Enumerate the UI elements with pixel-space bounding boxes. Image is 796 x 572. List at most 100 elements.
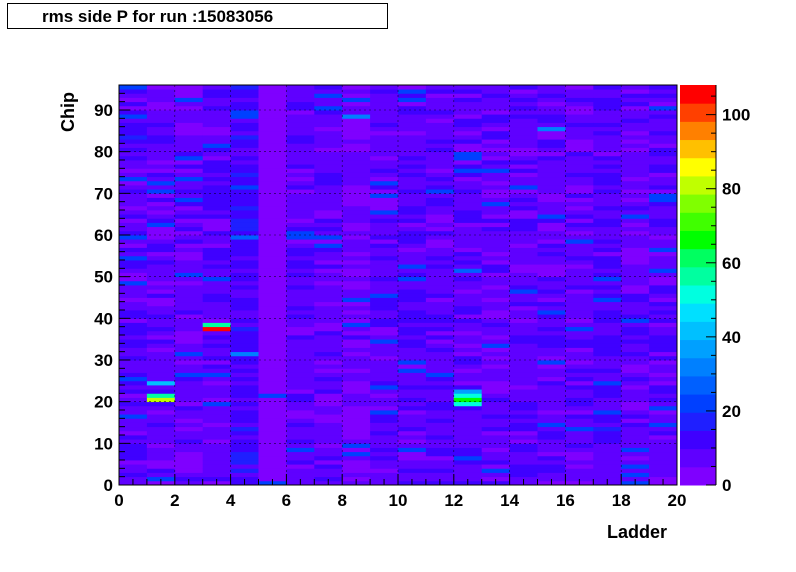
heatmap-cell bbox=[425, 230, 455, 236]
heatmap-cell bbox=[202, 397, 231, 403]
heatmap-cell bbox=[342, 414, 371, 419]
heatmap-cell bbox=[146, 85, 176, 90]
heatmap-cell bbox=[146, 255, 176, 261]
heatmap-cell bbox=[649, 430, 678, 436]
heatmap-cell bbox=[649, 305, 678, 311]
heatmap-cell bbox=[202, 468, 231, 473]
heatmap-cell bbox=[481, 401, 510, 407]
heatmap-cell bbox=[621, 351, 650, 357]
heatmap-cell bbox=[621, 201, 650, 207]
palette-swatch bbox=[680, 139, 716, 159]
heatmap-cell bbox=[342, 201, 371, 207]
heatmap-cell bbox=[174, 226, 204, 232]
heatmap-cell bbox=[593, 451, 622, 457]
heatmap-cell bbox=[174, 130, 204, 136]
heatmap-cell bbox=[119, 197, 148, 203]
heatmap-cell bbox=[621, 139, 650, 144]
heatmap-cell bbox=[258, 414, 287, 419]
heatmap-cell bbox=[258, 272, 287, 278]
heatmap-cell bbox=[370, 218, 399, 223]
heatmap-cell bbox=[174, 347, 204, 353]
heatmap-cell bbox=[509, 343, 538, 348]
heatmap-cell bbox=[593, 276, 622, 282]
heatmap-cell bbox=[119, 164, 148, 169]
heatmap-cell bbox=[230, 193, 259, 198]
heatmap-cell bbox=[314, 168, 343, 173]
heatmap-cell bbox=[314, 464, 343, 469]
heatmap-cell bbox=[314, 314, 343, 319]
heatmap-cell bbox=[119, 435, 148, 440]
heatmap-cell bbox=[230, 451, 259, 457]
heatmap-cell bbox=[453, 326, 483, 332]
heatmap-cell bbox=[537, 164, 566, 169]
heatmap-cell bbox=[286, 422, 315, 428]
heatmap-cell bbox=[565, 476, 594, 482]
heatmap-cell bbox=[509, 118, 538, 123]
heatmap-cell bbox=[258, 289, 287, 294]
heatmap-cell bbox=[370, 464, 399, 469]
heatmap-cell bbox=[453, 468, 483, 473]
heatmap-cell bbox=[537, 368, 566, 373]
palette-swatch bbox=[680, 448, 716, 468]
heatmap-cell bbox=[314, 214, 343, 219]
heatmap-cell bbox=[342, 151, 371, 157]
heatmap-cell bbox=[342, 430, 371, 436]
heatmap-cell bbox=[453, 168, 483, 173]
heatmap-cell bbox=[398, 414, 427, 419]
palette-swatch bbox=[680, 412, 716, 431]
heatmap-cell bbox=[537, 85, 566, 90]
heatmap-cell bbox=[314, 93, 343, 98]
heatmap-cell bbox=[565, 147, 594, 153]
heatmap-cell bbox=[119, 172, 148, 178]
heatmap-cell bbox=[314, 455, 343, 461]
heatmap-cell bbox=[258, 397, 287, 403]
heatmap-cell bbox=[230, 139, 259, 144]
heatmap-cell bbox=[286, 376, 315, 382]
heatmap-cell bbox=[119, 285, 148, 290]
heatmap-cell bbox=[119, 222, 148, 228]
heatmap-cell bbox=[370, 476, 399, 482]
heatmap-cell bbox=[146, 435, 176, 440]
heatmap-cell bbox=[146, 135, 176, 140]
heatmap-cell bbox=[286, 193, 315, 198]
heatmap-cell bbox=[649, 85, 678, 90]
heatmap-cell bbox=[342, 351, 371, 357]
palette-swatch bbox=[680, 321, 716, 341]
heatmap-cell bbox=[537, 464, 566, 469]
heatmap-cell bbox=[370, 372, 399, 378]
heatmap-cell bbox=[314, 180, 343, 186]
heatmap-cell bbox=[593, 247, 622, 253]
heatmap-cell bbox=[537, 410, 566, 415]
heatmap-cell bbox=[649, 322, 678, 328]
heatmap-cell bbox=[174, 126, 204, 132]
heatmap-cell bbox=[370, 455, 399, 461]
heatmap-cell bbox=[481, 201, 510, 207]
heatmap-cell bbox=[286, 110, 315, 115]
heatmap-cell bbox=[146, 426, 176, 432]
heatmap-cell bbox=[509, 97, 538, 103]
heatmap-cell bbox=[621, 426, 650, 432]
heatmap-cell bbox=[509, 147, 538, 153]
heatmap-cell bbox=[258, 264, 287, 269]
heatmap-cell bbox=[286, 180, 315, 186]
heatmap-cell bbox=[314, 414, 343, 419]
heatmap-cell bbox=[565, 230, 594, 236]
heatmap-cell bbox=[398, 230, 427, 236]
heatmap-cell bbox=[509, 251, 538, 257]
heatmap-cell bbox=[202, 410, 231, 415]
heatmap-cell bbox=[593, 264, 622, 269]
heatmap-cell bbox=[398, 235, 427, 240]
heatmap-cell bbox=[425, 439, 455, 444]
heatmap-cell bbox=[509, 289, 538, 294]
heatmap-cell bbox=[621, 372, 650, 378]
heatmap-cell bbox=[202, 180, 231, 186]
palette-swatch bbox=[680, 85, 716, 104]
heatmap-cell bbox=[481, 380, 510, 386]
heatmap-cell bbox=[425, 380, 455, 386]
heatmap-cell bbox=[202, 401, 231, 407]
heatmap-cell bbox=[258, 185, 287, 190]
heatmap-cell bbox=[453, 439, 483, 444]
heatmap-cell bbox=[258, 130, 287, 136]
heatmap-cell bbox=[230, 93, 259, 98]
heatmap-cell bbox=[565, 205, 594, 211]
